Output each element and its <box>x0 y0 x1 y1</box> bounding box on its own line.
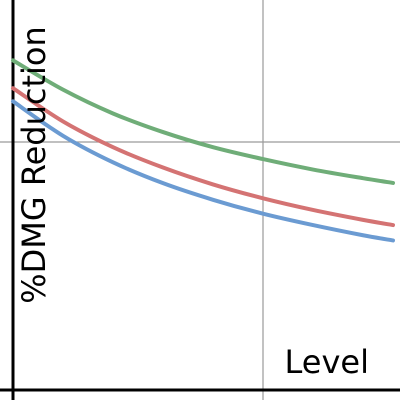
series-line-3 <box>11 58 395 185</box>
x-axis-label: Level <box>285 343 369 381</box>
series-line-1 <box>11 99 395 243</box>
series-line-2 <box>11 86 395 228</box>
y-axis-label: %DMG Reduction <box>15 26 53 304</box>
series-lines <box>11 58 395 243</box>
axis-labels: Level %DMG Reduction <box>15 26 369 381</box>
